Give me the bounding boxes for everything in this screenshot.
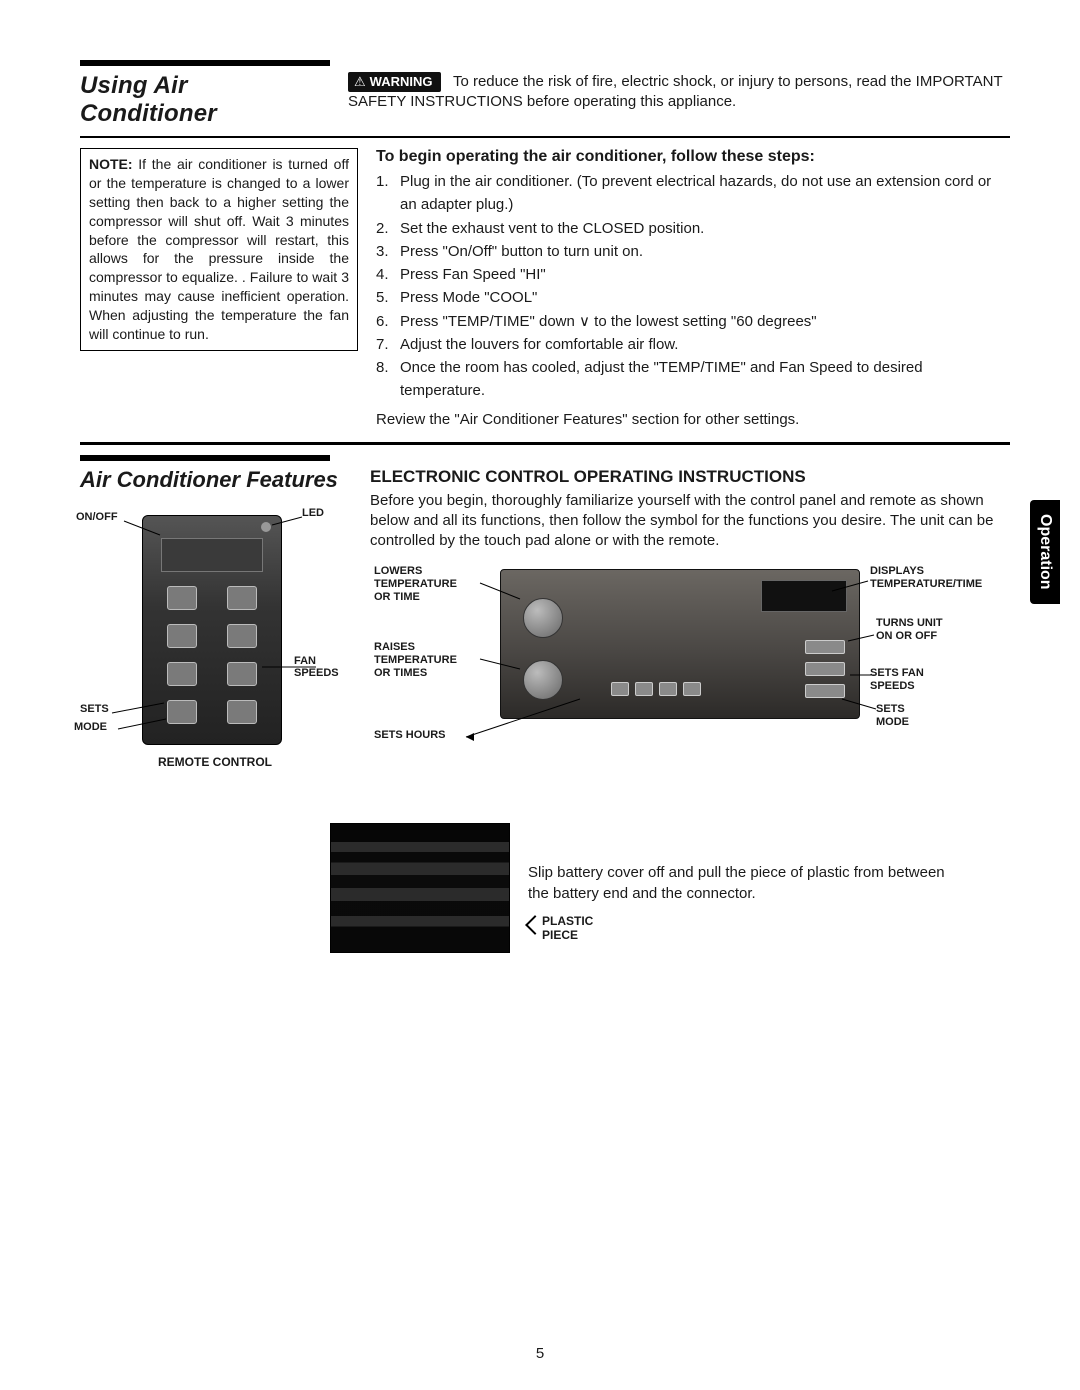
section1-body-row: NOTE: If the air conditioner is turned o… bbox=[80, 148, 1010, 428]
panel-label-fan: SETS FAN SPEEDS bbox=[870, 667, 930, 692]
section2-title: Air Conditioner Features bbox=[80, 467, 358, 493]
note-box: NOTE: If the air conditioner is turned o… bbox=[80, 148, 358, 351]
section1-header-row: Using Air Conditioner WARNING To reduce … bbox=[80, 72, 1010, 128]
note-label: NOTE: bbox=[89, 156, 133, 172]
accent-bar bbox=[80, 60, 330, 66]
remote-label-onoff: ON/OFF bbox=[76, 511, 118, 523]
panel-label-mode: SETS MODE bbox=[876, 703, 930, 728]
remote-label-mode: MODE bbox=[74, 721, 107, 733]
remote-label-fan: FAN SPEEDS bbox=[294, 655, 339, 679]
step-item: 2.Set the exhaust vent to the CLOSED pos… bbox=[376, 217, 1010, 240]
warning-text: To reduce the risk of fire, electric sho… bbox=[348, 73, 1002, 110]
step-item: 5.Press Mode "COOL" bbox=[376, 286, 1010, 309]
remote-diagram: ON/OFF LED FAN SPEEDS SETS MODE REMOTE C… bbox=[80, 507, 340, 787]
steps-list: 1.Plug in the air conditioner. (To preve… bbox=[376, 170, 1010, 403]
panel-label-lowers: LOWERS TEMPERATURE OR TIME bbox=[374, 565, 457, 603]
divider-line bbox=[80, 442, 1010, 445]
review-text: Review the "Air Conditioner Features" se… bbox=[376, 411, 1010, 428]
leader-lines bbox=[80, 507, 340, 767]
remote-caption: REMOTE CONTROL bbox=[135, 755, 295, 769]
step-item: 1.Plug in the air conditioner. (To preve… bbox=[376, 170, 1010, 217]
section2-intro: Before you begin, thoroughly familiarize… bbox=[370, 491, 1010, 552]
steps-title: To begin operating the air conditioner, … bbox=[376, 148, 1010, 166]
battery-diagram-row: Slip battery cover off and pull the piec… bbox=[330, 823, 1010, 953]
step-item: 4.Press Fan Speed "HI" bbox=[376, 263, 1010, 286]
remote-label-led: LED bbox=[302, 507, 324, 519]
accent-bar bbox=[80, 455, 330, 461]
panel-label-raises: RAISES TEMPERATURE OR TIMES bbox=[374, 641, 457, 679]
side-tab-operation: Operation bbox=[1030, 500, 1060, 604]
note-body: If the air conditioner is turned off or … bbox=[89, 156, 349, 342]
section2-header-row: Air Conditioner Features bbox=[80, 467, 1010, 954]
panel-label-sets-hours: SETS HOURS bbox=[374, 729, 446, 742]
remote-label-sets: SETS bbox=[80, 703, 109, 715]
divider-line bbox=[80, 136, 1010, 138]
panel-label-turns: TURNS UNIT ON OR OFF bbox=[876, 617, 943, 642]
step-item: 6.Press "TEMP/TIME" down ∨ to the lowest… bbox=[376, 310, 1010, 333]
plastic-piece-label: PLASTIC PIECE bbox=[542, 914, 948, 942]
step-item: 7.Adjust the louvers for comfortable air… bbox=[376, 333, 1010, 356]
panel-label-displays: DISPLAYS TEMPERATURE/TIME bbox=[870, 565, 982, 590]
step-item: 8.Once the room has cooled, adjust the "… bbox=[376, 356, 1010, 403]
battery-text: Slip battery cover off and pull the piec… bbox=[528, 863, 948, 904]
page-number: 5 bbox=[0, 1345, 1080, 1362]
battery-image bbox=[330, 823, 510, 953]
step-item: 3.Press "On/Off" button to turn unit on. bbox=[376, 240, 1010, 263]
control-panel-diagram: LOWERS TEMPERATURE OR TIME RAISES TEMPER… bbox=[370, 559, 930, 789]
section2-subtitle: ELECTRONIC CONTROL OPERATING INSTRUCTION… bbox=[370, 467, 1010, 487]
warning-badge: WARNING bbox=[348, 72, 441, 92]
section1-title: Using Air Conditioner bbox=[80, 72, 330, 128]
